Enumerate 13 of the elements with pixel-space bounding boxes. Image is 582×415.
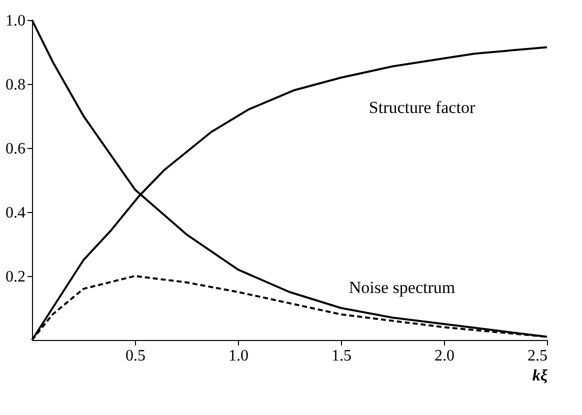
annotation: Noise spectrum [348, 278, 456, 297]
x-tick-label: 2.0 [434, 348, 454, 364]
x-tick-label: 0.5 [126, 348, 146, 364]
annotation: Structure factor [368, 98, 476, 117]
y-tick-label: 0.2 [6, 268, 26, 286]
x-tick-label: 2.5 [528, 348, 548, 364]
y-tick-label: 1.0 [6, 12, 26, 30]
x-tick-label: 1.0 [228, 348, 248, 364]
y-tick-label: 0.8 [6, 76, 26, 94]
x-tick-label: 1.5 [332, 348, 352, 364]
y-tick-label: 0.6 [6, 140, 26, 158]
y-tick-label: 0.4 [6, 204, 26, 222]
x-axis-title: kξ [532, 368, 548, 384]
